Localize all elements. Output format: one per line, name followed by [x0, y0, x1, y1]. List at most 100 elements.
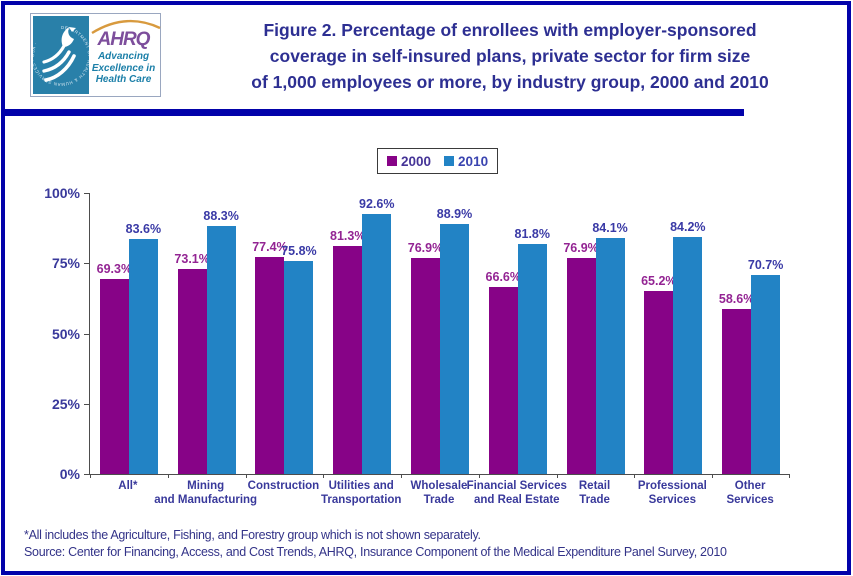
- x-axis-category-line: Retail: [578, 480, 611, 492]
- bar-chart: 69.3% 73.1% 77.4% 81.3% 76.9% 66.6% 76.9% 65.2%…: [0, 185, 853, 530]
- x-axis-tick-mark: [323, 474, 325, 478]
- tagline-line-3: Health Care: [95, 74, 152, 85]
- x-axis-category-label-4: Wholesale Trade: [369, 479, 509, 507]
- x-axis-category-line: Utilities and: [328, 480, 394, 492]
- y-axis-tick-mark: [84, 193, 89, 194]
- header-divider-bar: [2, 109, 744, 116]
- x-axis-tick-mark: [401, 474, 403, 478]
- plot-area: 69.3% 73.1% 77.4% 81.3% 76.9% 66.6% 76.9% 65.2%…: [89, 193, 790, 478]
- bar-value-label-2000-2: 77.4%: [252, 239, 288, 254]
- figure-title-line-1: Figure 2. Percentage of enrollees with e…: [263, 20, 757, 40]
- y-axis-tick-mark: [84, 333, 89, 335]
- x-axis-category-line: Financial Services: [466, 480, 567, 492]
- x-axis-tick-mark: [167, 474, 169, 478]
- bar-2010-2: [284, 261, 314, 474]
- bar-2000-1: [177, 268, 207, 474]
- x-axis-tick-mark: [556, 474, 558, 478]
- x-axis-tick-mark: [245, 474, 247, 478]
- y-axis-tick-label: 50%: [51, 325, 80, 342]
- x-axis-category-line: Mining: [187, 480, 225, 492]
- x-axis-category-line: Construction: [247, 480, 320, 492]
- legend-swatch-2010: [444, 156, 455, 166]
- x-axis-category-line: and Manufacturing: [154, 494, 258, 506]
- bar-2000-0: [99, 279, 129, 474]
- x-axis-category-label-0: All*: [58, 479, 198, 493]
- bar-value-label-2010-3: 92.6%: [358, 196, 395, 211]
- x-axis-category-line: Trade: [579, 494, 610, 506]
- x-axis-category-line: Wholesale: [410, 480, 468, 492]
- legend-item-2010: 2010: [444, 154, 488, 169]
- footnote-source: Source: Center for Financing, Access, an…: [24, 545, 727, 559]
- x-axis-category-label-3: Utilities and Transportation: [291, 479, 431, 507]
- x-axis-category-label-7: Professional Services: [602, 479, 742, 507]
- legend-item-2000: 2000: [387, 154, 431, 169]
- bar-value-label-2010-0: 83.6%: [125, 222, 162, 237]
- x-axis-tick-mark: [90, 474, 91, 478]
- bar-2010-5: [517, 244, 547, 474]
- svg-text:DEPARTMENT OF HEALTH & HUMAN S: DEPARTMENT OF HEALTH & HUMAN SERVICES · …: [33, 25, 89, 87]
- y-axis-tick-mark: [84, 263, 89, 265]
- bar-2010-4: [440, 224, 469, 474]
- y-axis-tick-label: 25%: [51, 395, 80, 412]
- bar-2010-3: [362, 213, 392, 474]
- x-axis-category-label-8: Other Services: [680, 479, 820, 507]
- y-axis-tick-label: 0%: [59, 466, 80, 482]
- figure-title-line-2: coverage in self-insured plans, private …: [269, 46, 751, 66]
- x-axis-category-line: and Real Estate: [473, 494, 560, 506]
- x-axis-category-label-1: Mining and Manufacturing: [136, 479, 276, 507]
- figure-title-line-3: of 1,000 employees or more, by industry …: [251, 72, 769, 92]
- bar-value-label-2000-0: 69.3%: [96, 262, 133, 277]
- bar-value-label-2010-8: 70.7%: [747, 258, 784, 273]
- legend-label-2000: 2000: [401, 153, 432, 169]
- x-axis-tick-mark: [712, 474, 714, 478]
- y-axis-tick-label: 75%: [51, 255, 80, 272]
- bar-2000-3: [333, 245, 363, 474]
- x-axis-category-line: Services: [648, 494, 696, 506]
- bar-2000-7: [644, 290, 674, 474]
- x-axis-category-label-6: Retail Trade: [525, 479, 665, 507]
- bar-value-label-2000-3: 81.3%: [329, 228, 366, 243]
- ahrq-hhs-logo: DEPARTMENT OF HEALTH & HUMAN SERVICES · …: [30, 13, 161, 97]
- bar-value-label-2010-7: 84.2%: [670, 220, 706, 235]
- bar-value-label-2000-5: 66.6%: [485, 269, 521, 284]
- y-axis-tick-label: 100%: [44, 185, 80, 201]
- bar-value-label-2000-8: 58.6%: [718, 292, 755, 307]
- figure-title: Figure 2. Percentage of enrollees with e…: [185, 17, 835, 95]
- bar-2010-7: [673, 237, 703, 474]
- bar-2010-8: [751, 275, 781, 474]
- x-axis-category-line: Trade: [423, 494, 455, 506]
- legend-label-2010: 2010: [458, 153, 489, 169]
- bar-2000-8: [722, 309, 752, 474]
- x-axis-category-line: Other: [734, 480, 766, 492]
- bar-2000-4: [411, 257, 440, 474]
- bar-value-label-2010-5: 81.8%: [514, 227, 550, 242]
- x-axis-tick-mark: [478, 474, 480, 478]
- footnote-all-definition: *All includes the Agriculture, Fishing, …: [24, 528, 481, 542]
- chart-legend: 2000 2010: [377, 148, 499, 174]
- tagline-line-2: Excellence in: [91, 62, 156, 74]
- bar-2010-1: [206, 225, 236, 474]
- bar-value-label-2010-2: 75.8%: [281, 244, 317, 259]
- bar-value-label-2010-1: 88.3%: [203, 208, 239, 223]
- y-axis-tick-mark: [84, 403, 89, 405]
- x-axis-category-line: Professional: [637, 480, 707, 492]
- bar-2000-2: [255, 256, 285, 474]
- bar-value-label-2000-7: 65.2%: [641, 273, 677, 288]
- bar-value-label-2000-1: 73.1%: [174, 251, 210, 266]
- bar-value-label-2000-6: 76.9%: [563, 240, 599, 255]
- bar-value-label-2010-4: 88.9%: [436, 207, 473, 222]
- tagline-line-1: Advancing: [97, 51, 150, 62]
- x-axis-category-line: Services: [726, 494, 774, 506]
- ahrq-logo: AHRQ Advancing Excellence in Health Care: [89, 16, 161, 94]
- hhs-eagle-icon: DEPARTMENT OF HEALTH & HUMAN SERVICES · …: [30, 25, 91, 87]
- ahrq-wordmark: AHRQ: [97, 29, 151, 50]
- x-axis-tick-mark: [789, 474, 790, 478]
- footnotes: *All includes the Agriculture, Fishing, …: [24, 527, 824, 561]
- x-axis-tick-mark: [634, 474, 636, 478]
- ahrq-tagline: Advancing Excellence in Health Care: [89, 51, 158, 86]
- bar-value-label-2000-4: 76.9%: [407, 240, 444, 255]
- y-axis-tick-mark: [84, 474, 89, 475]
- ahrq-arc-icon: [91, 19, 161, 35]
- bar-value-label-2010-6: 84.1%: [592, 220, 628, 235]
